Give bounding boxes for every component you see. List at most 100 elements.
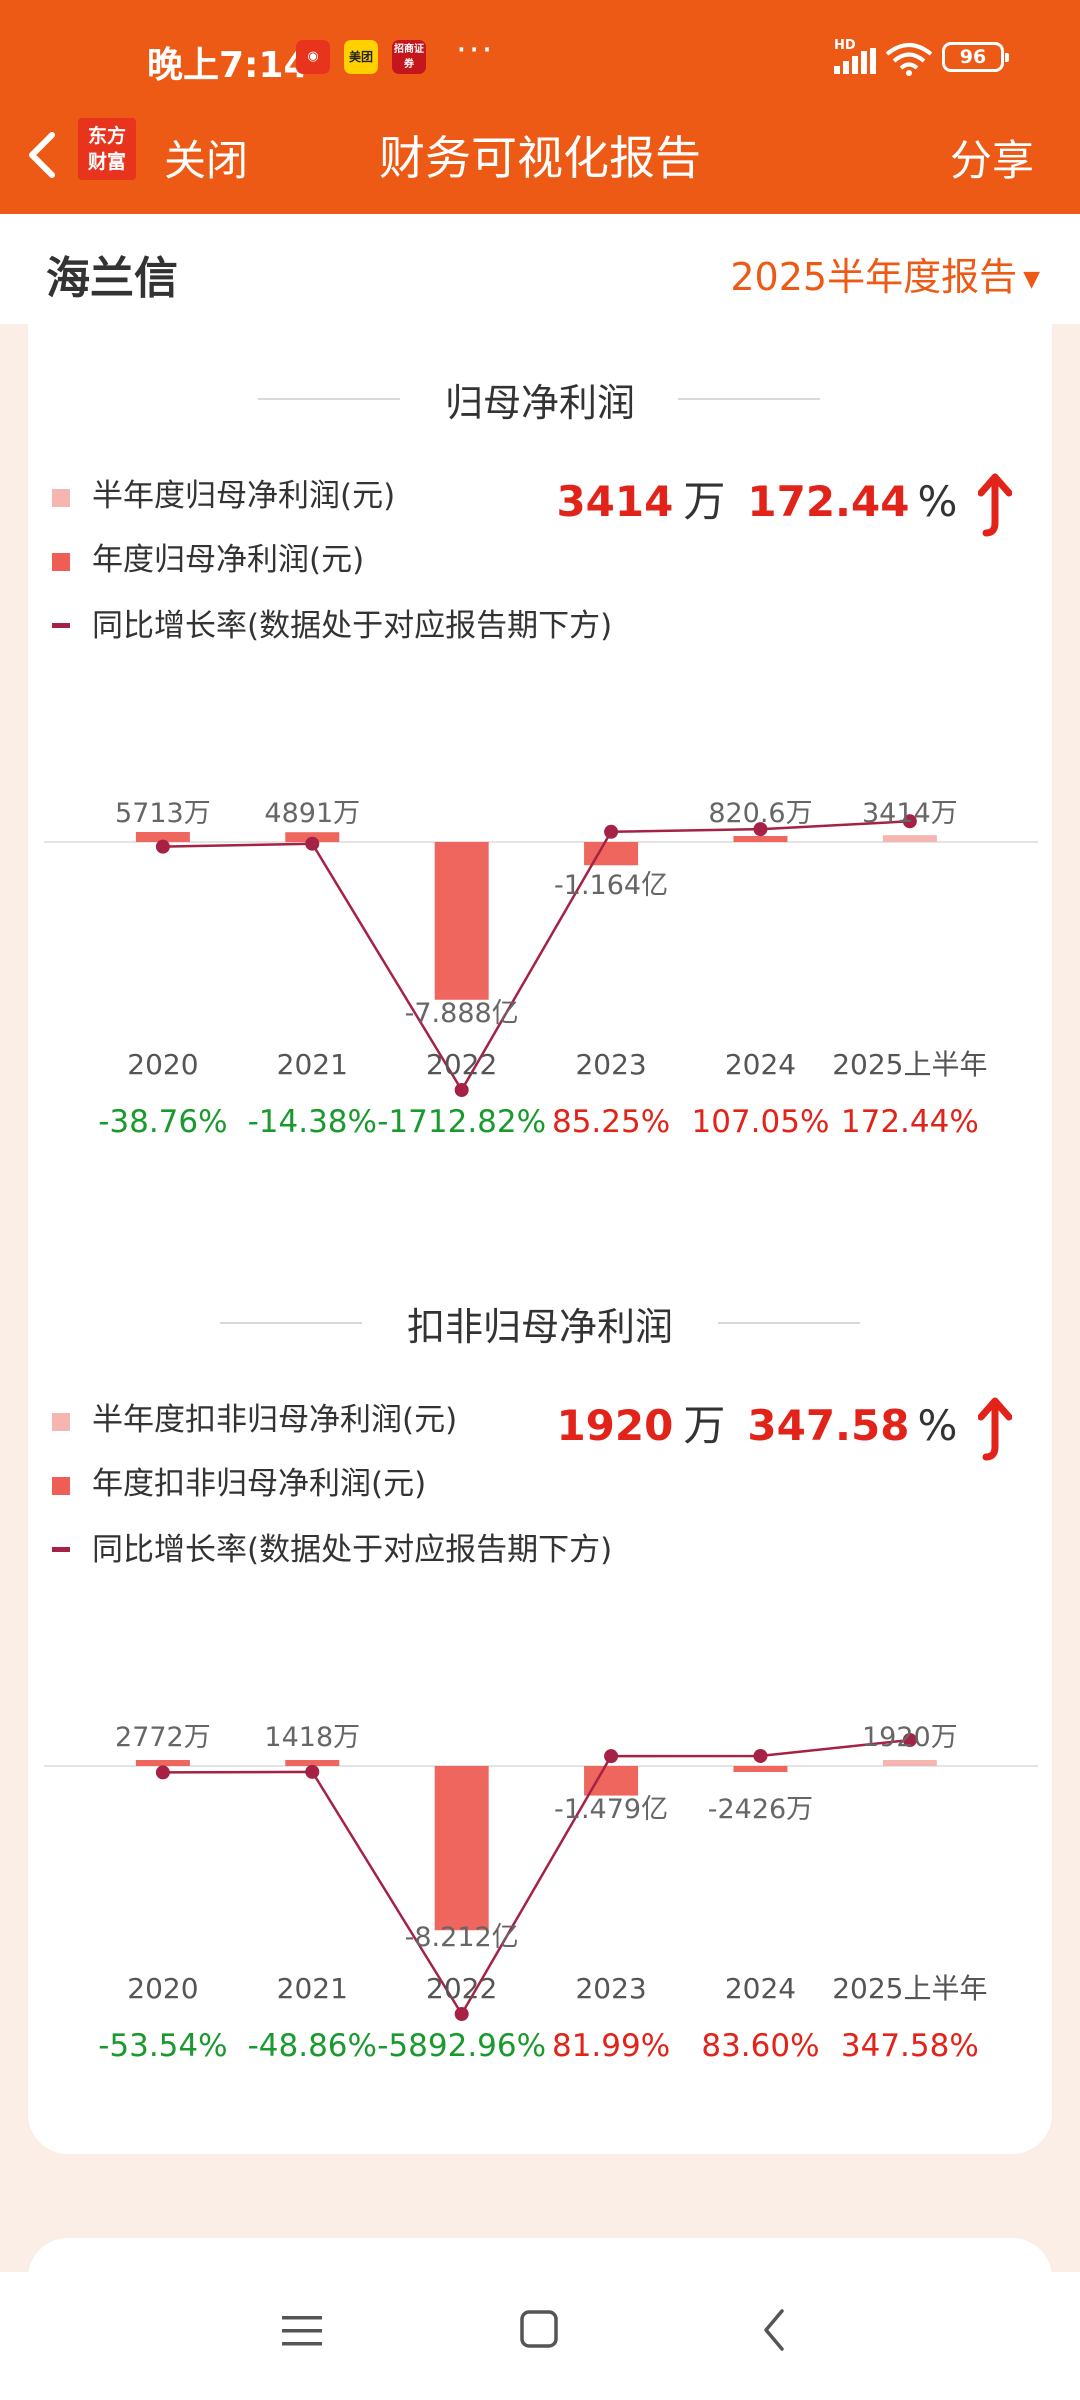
- growth-label: -53.54%: [98, 2028, 227, 2064]
- legend-annual[interactable]: 年度归母净利润(元): [52, 534, 364, 579]
- title-bar: [0, 118, 1080, 214]
- stock-name: 海兰信: [46, 253, 178, 304]
- signal-icon: [834, 48, 876, 74]
- wifi-icon: [885, 43, 933, 76]
- status-time: 晚上7:14: [147, 45, 309, 86]
- title-divider-right: [718, 1322, 860, 1324]
- bar-2025上半年: [882, 1760, 937, 1766]
- growth-point-2020: [155, 839, 170, 854]
- growth-label: -14.38%: [248, 1104, 377, 1140]
- value-label: 4891万: [264, 798, 360, 829]
- legend-swatch-half-year: [52, 1413, 70, 1431]
- headline-percent-sign: %: [917, 1401, 958, 1450]
- legend-swatch-annual: [52, 553, 70, 571]
- headline-value: 3414 万 172.44%: [556, 468, 1012, 537]
- headline-unit: 万: [683, 477, 726, 526]
- year-label: 2025上半年: [832, 1972, 987, 2005]
- headline-amount: 3414: [556, 477, 674, 526]
- growth-point-2025上半年: [902, 1733, 917, 1747]
- year-label: 2024: [725, 1972, 796, 2005]
- logo-text: 东方财富: [87, 125, 126, 173]
- legend-half-year[interactable]: 半年度归母净利润(元): [52, 470, 395, 515]
- legend-label: 同比增长率(数据处于对应报告期下方): [92, 608, 613, 644]
- caret-down-icon: ▼: [1023, 267, 1040, 292]
- growth-label: -48.86%: [248, 2028, 377, 2064]
- growth-label: 85.25%: [552, 1104, 670, 1140]
- year-label: 2022: [426, 1048, 497, 1081]
- bar-2020: [135, 1760, 190, 1766]
- legend-growth[interactable]: 同比增长率(数据处于对应报告期下方): [52, 600, 612, 645]
- page-title: 财务可视化报告: [379, 131, 701, 185]
- hd-label: HD: [834, 38, 856, 53]
- value-label: 1418万: [264, 1722, 360, 1753]
- growth-point-2021: [305, 1764, 320, 1779]
- value-label: -1.479亿: [554, 1794, 668, 1825]
- value-label: 2772万: [115, 1722, 211, 1753]
- growth-label: 107.05%: [691, 1104, 829, 1140]
- deducted-net-profit-chart: 2772万 1418万 -8.212亿 -1.479亿 -2426万 1920万 2020 2…: [44, 1722, 1038, 2064]
- legend-label: 年度扣非归母净利润(元): [92, 1466, 427, 1502]
- growth-point-2021: [305, 836, 320, 851]
- bar-2022: [434, 1766, 489, 1931]
- growth-point-2022: [454, 2007, 469, 2021]
- headline-unit: 万: [683, 1401, 726, 1450]
- back-icon[interactable]: [762, 2308, 786, 2352]
- legend-annual[interactable]: 年度扣非归母净利润(元): [52, 1458, 426, 1503]
- legend-growth[interactable]: 同比增长率(数据处于对应报告期下方): [52, 1524, 612, 1569]
- growth-label: -38.76%: [98, 1104, 227, 1140]
- year-label: 2021: [277, 1048, 348, 1081]
- title-divider-right: [678, 398, 820, 400]
- headline-growth: 347.58: [747, 1401, 910, 1450]
- legend-swatch-growth: [52, 623, 70, 628]
- bar-2022: [434, 842, 489, 1000]
- value-label: -8.212亿: [405, 1922, 519, 1953]
- share-button[interactable]: 分享: [949, 136, 1034, 185]
- eastmoney-logo: 东方财富: [78, 118, 136, 180]
- home-icon[interactable]: [520, 2310, 558, 2348]
- growth-label: 347.58%: [841, 2028, 979, 2064]
- year-label: 2023: [575, 1972, 646, 2005]
- close-button[interactable]: 关闭: [164, 136, 249, 185]
- report-period-label: 2025半年度报告: [730, 255, 1018, 299]
- headline-amount: 1920: [556, 1401, 674, 1450]
- meituan-icon: 美团: [344, 40, 378, 74]
- up-arrow-icon: [978, 1397, 1012, 1460]
- bar-2024: [733, 1766, 788, 1772]
- growth-line: [162, 820, 910, 1093]
- up-arrow-icon: [978, 473, 1012, 536]
- growth-label: 83.60%: [701, 2028, 819, 2064]
- section-title: 归母净利润: [444, 381, 635, 425]
- growth-label: 172.44%: [841, 1104, 979, 1140]
- growth-point-2024: [753, 822, 768, 837]
- menu-icon[interactable]: [282, 2314, 322, 2348]
- year-label: 2022: [426, 1972, 497, 2005]
- year-label: 2024: [725, 1048, 796, 1081]
- bar-2024: [733, 836, 788, 842]
- legend-swatch-annual: [52, 1477, 70, 1495]
- legend-half-year[interactable]: 半年度扣非归母净利润(元): [52, 1394, 457, 1439]
- section-title: 扣非归母净利润: [406, 1305, 673, 1349]
- system-nav-bar: [0, 2272, 1080, 2400]
- back-arrow-icon[interactable]: [22, 130, 62, 180]
- bar-2023: [584, 842, 639, 866]
- value-label: -2426万: [708, 1794, 813, 1825]
- value-label: 1920万: [862, 1722, 958, 1753]
- growth-point-2020: [155, 1765, 170, 1780]
- year-label: 2020: [127, 1972, 198, 2005]
- battery-icon: 96: [942, 42, 1009, 72]
- year-label: 2021: [277, 1972, 348, 2005]
- growth-label: 81.99%: [552, 2028, 670, 2064]
- legend-swatch-growth: [52, 1547, 70, 1552]
- value-label: 5713万: [115, 798, 211, 829]
- app-red-icon: ◉: [296, 40, 330, 74]
- report-card: 归母净利润 半年度归母净利润(元) 年度归母净利润(元) 同比增长率(数据处于对…: [28, 324, 1052, 2154]
- growth-point-2025上半年: [902, 814, 917, 829]
- legend-label: 同比增长率(数据处于对应报告期下方): [92, 1532, 613, 1568]
- year-label: 2023: [575, 1048, 646, 1081]
- legend-swatch-half-year: [52, 489, 70, 507]
- bar-2023: [584, 1766, 639, 1796]
- status-bar: 晚上7:14 ◉ 美团 招商证券 ··· HD 96: [0, 0, 1080, 118]
- legend-label: 半年度扣非归母净利润(元): [92, 1402, 458, 1438]
- report-period-select[interactable]: 2025半年度报告 ▼: [730, 246, 1040, 301]
- cmb-icon: 招商证券: [392, 40, 426, 74]
